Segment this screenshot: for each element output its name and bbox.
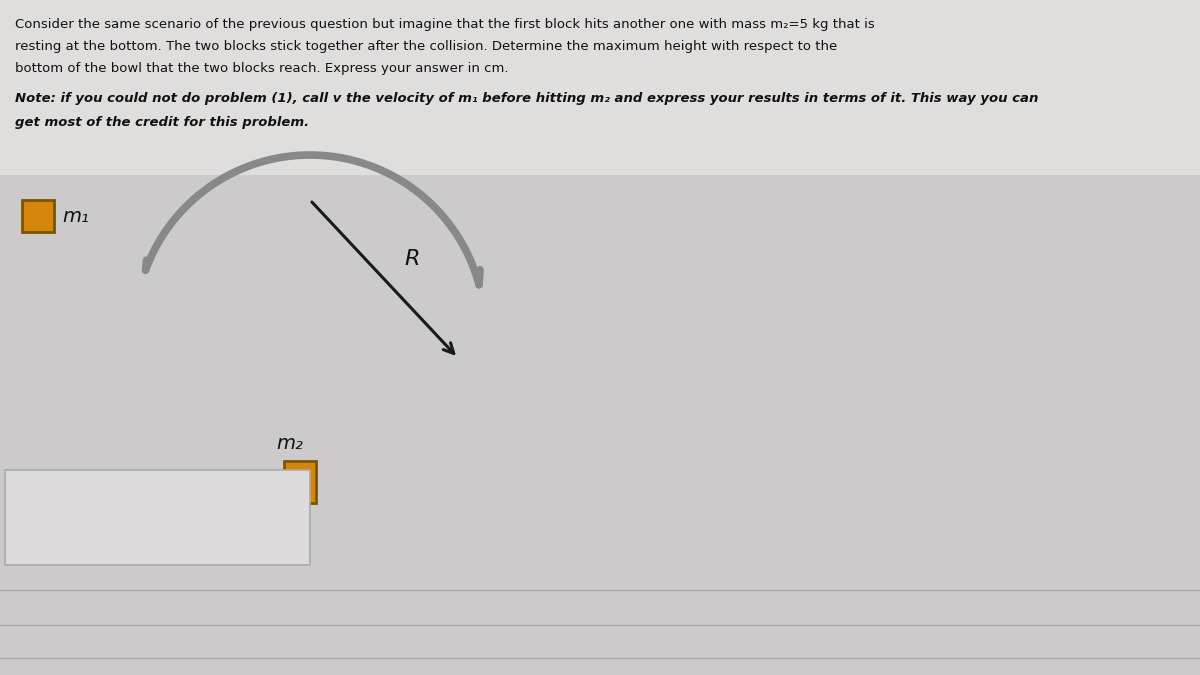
Bar: [5, 470, 310, 565]
Text: m₁: m₁: [62, 207, 89, 225]
Text: Note: if you could not do problem (1), call v the velocity of m₁ before hitting : Note: if you could not do problem (1), c…: [14, 92, 1038, 105]
Bar: [0, 0, 1200, 175]
Text: get most of the credit for this problem.: get most of the credit for this problem.: [14, 116, 310, 129]
Bar: [22, 200, 54, 232]
Bar: [284, 461, 316, 503]
Text: m₂: m₂: [276, 434, 304, 453]
Text: bottom of the bowl that the two blocks reach. Express your answer in cm.: bottom of the bowl that the two blocks r…: [14, 62, 509, 75]
Text: resting at the bottom. The two blocks stick together after the collision. Determ: resting at the bottom. The two blocks st…: [14, 40, 838, 53]
Text: R: R: [404, 249, 420, 269]
Text: Consider the same scenario of the previous question but imagine that the first b: Consider the same scenario of the previo…: [14, 18, 875, 31]
